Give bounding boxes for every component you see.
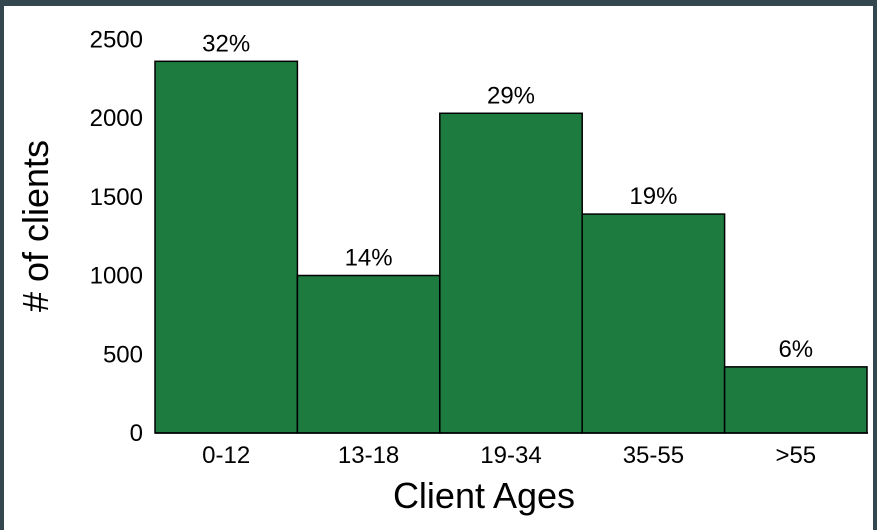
data-label: 6% [778,336,813,363]
y-tick-label: 0 [130,420,143,447]
x-tick-label: 0-12 [202,442,250,469]
y-tick-label: 2500 [90,26,143,53]
y-tick-labels: 0 500 1000 1500 2000 2500 [90,26,143,447]
data-labels: 32% 14% 29% 19% 6% [202,30,813,363]
data-label: 19% [629,183,677,210]
y-tick-label: 500 [103,341,143,368]
bar-3 [581,213,726,434]
y-tick-label: 1500 [90,184,143,211]
y-axis-title: # of clients [15,140,56,312]
x-tick-labels: 0-12 13-18 19-34 35-55 >55 [202,442,816,469]
x-tick-label: >55 [775,442,816,469]
bars-group [154,60,868,434]
bar-4 [723,366,868,434]
y-tick-label: 2000 [90,105,143,132]
bar-2 [439,112,583,434]
x-tick-label: 13-18 [338,442,399,469]
data-label: 14% [345,245,393,272]
x-tick-label: 19-34 [480,442,541,469]
x-axis-title: Client Ages [393,475,575,516]
data-label: 29% [487,82,535,109]
data-label: 32% [202,30,250,57]
bar-0 [154,60,299,434]
y-tick-label: 1000 [90,263,143,290]
bar-1 [296,274,441,434]
x-tick-label: 35-55 [623,442,684,469]
